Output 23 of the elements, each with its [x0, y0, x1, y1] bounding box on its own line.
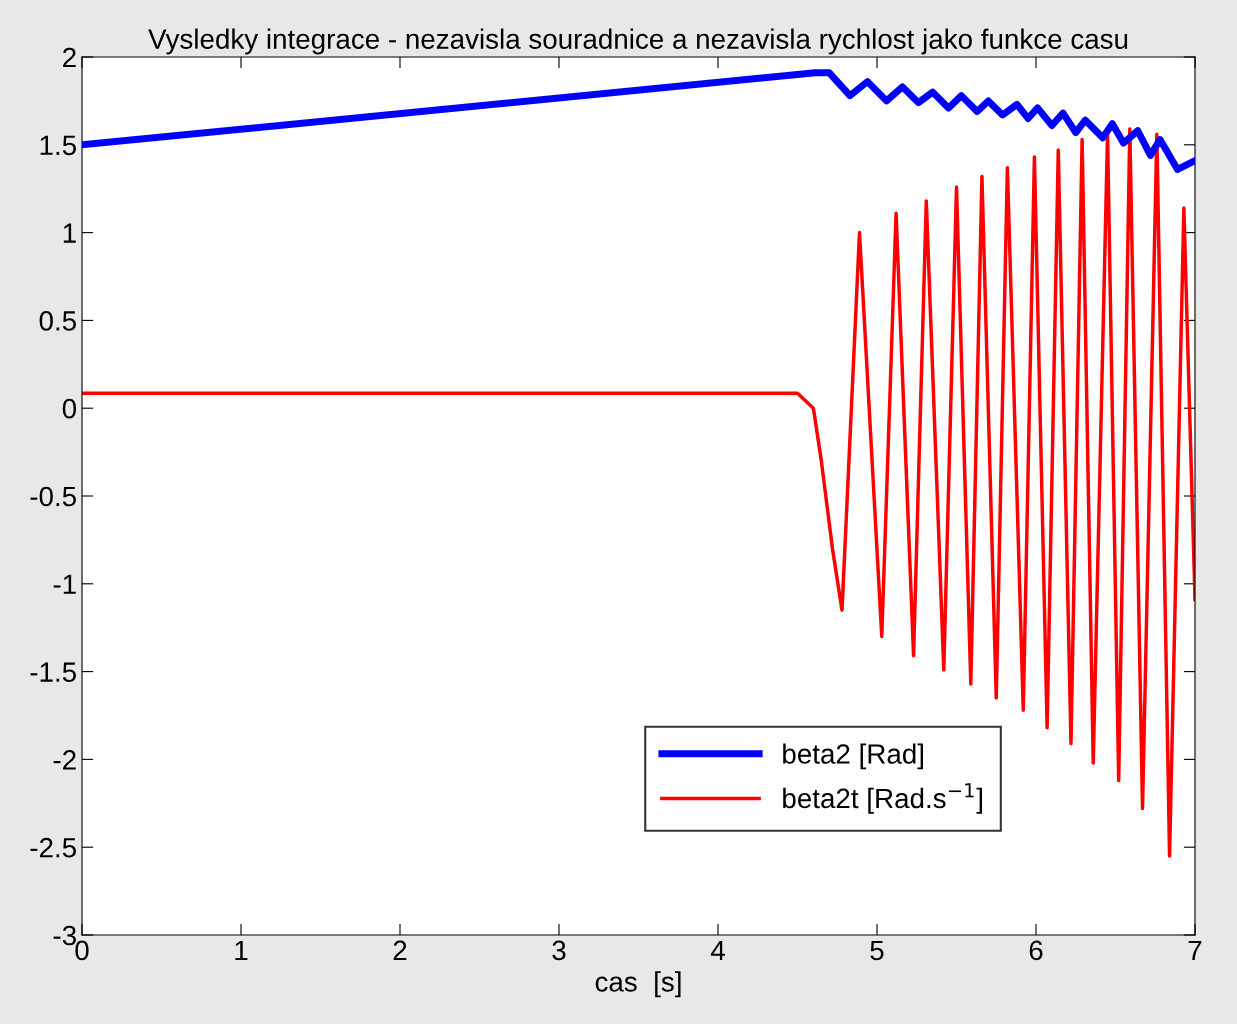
- legend-label: beta2 [Rad]: [783, 743, 923, 770]
- line-series: [82, 127, 1195, 858]
- y-tick-label: -2.5: [30, 837, 76, 858]
- x-axis-title: cas [s]: [595, 971, 681, 998]
- y-tick-label: 1: [63, 223, 76, 243]
- y-tick-label: -1: [53, 574, 76, 594]
- y-tick-label: -3: [53, 925, 76, 946]
- chart-title: Vysledky integrace - nezavisla souradnice a nezavisla rychlost jako funkce casu: [148, 28, 1128, 55]
- x-tick-label: 3: [552, 940, 566, 961]
- x-tick-label: 2: [393, 940, 407, 960]
- y-tick-label: 0.5: [39, 311, 76, 331]
- legend-label: beta2t [Rad.s$^{−1}$]: [783, 783, 983, 814]
- y-tick-label: -2: [53, 750, 76, 770]
- y-tick-label: 1.5: [40, 135, 76, 156]
- y-tick-label: 2: [63, 47, 76, 68]
- y-tick-label: -1.5: [30, 662, 76, 682]
- x-tick-label: 7: [1188, 940, 1202, 960]
- x-tick-label: 4: [710, 940, 725, 960]
- x-tick-label: 6: [1029, 940, 1043, 961]
- x-tick-label: 1: [235, 940, 248, 960]
- y-tick-label: -0.5: [30, 486, 76, 507]
- x-tick-label: 5: [870, 940, 884, 961]
- y-tick-label: 0: [62, 398, 77, 419]
